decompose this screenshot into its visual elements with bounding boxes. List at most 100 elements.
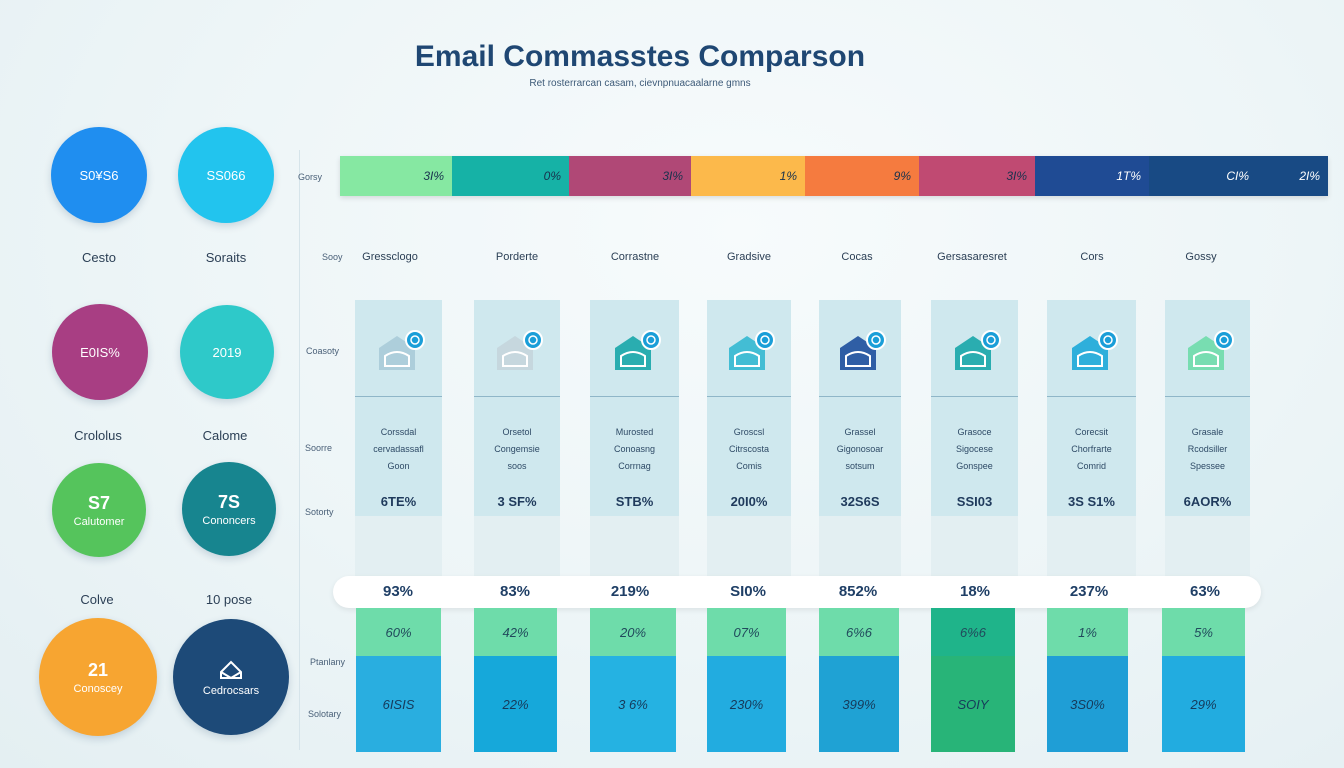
column-shade [819,516,901,576]
summary-circle: S7 Calutomer [52,463,146,557]
circle-label: Cesto [82,250,116,265]
percent-value: 852% [838,583,878,600]
provider-card: Orsetol Congemsie soos 3 SF% [474,300,560,516]
provider-description: Grassel Gigonosoar sotsum [836,427,884,471]
circle-label: Crololus [74,428,122,443]
divider-line [299,150,300,750]
circle-sublabel: Cedrocsars [202,684,260,697]
provider-description: Corecsit Chorfrarte Comrid [1071,427,1112,471]
percent-row-pill [333,576,1261,608]
provider-description: Corssdal cervadassafl Goon [373,427,424,471]
provider-value: 6AOR% [1183,494,1232,509]
circle-label: 10 pose [205,592,253,607]
mailbox-icon [371,326,427,376]
bar-segment: 3I% [569,156,691,196]
circle-value: SS066 [206,167,246,183]
column-shade [474,516,560,576]
provider-card: Grassel Gigonosoar sotsum 32S6S [819,300,901,516]
provider-card: Groscsl Citrscosta Comis 20I0% [707,300,791,516]
provider-card: Grasale Rcodsiller Spessee 6AOR% [1165,300,1250,516]
summary-circle: E0IS% [52,304,148,400]
circle-sublabel: Cononcers [202,514,256,527]
provider-description: Murosted Conoasng Corrnag [613,427,656,471]
stack-bottom-segment: 22% [474,656,557,752]
circle-label: Colve [80,592,114,607]
mailbox-icon [1064,326,1120,376]
column-name: Gradsive [726,251,772,263]
provider-value: 3S S1% [1068,494,1115,509]
column-name: Corrastne [610,251,660,263]
bar-segment: 1T% [1035,156,1149,196]
provider-description: Orsetol Congemsie soos [494,427,540,471]
bar-segment: CI% [1149,156,1257,196]
mailbox-icon [489,326,545,376]
circle-value: 2019 [212,344,242,360]
stack-top-segment: 20% [590,608,676,656]
provider-value: 32S6S [840,494,880,509]
percent-value: 93% [382,583,414,600]
column-name: Gersasaresret [937,251,1007,263]
bar-segment: 9% [805,156,919,196]
summary-circle: 2019 [180,305,274,399]
summary-circle: 7S Cononcers [182,462,276,556]
provider-description: Grasoce Sigocese Gonspee [955,427,994,471]
column-shade [590,516,679,576]
column-name: Cocas [841,251,873,263]
row-label-bar: Gorsy [298,172,323,182]
provider-value: 20I0% [730,494,768,509]
column-name: Gressclogo [362,251,418,263]
envelope-icon [218,658,244,683]
stacked-bar: 5% 29% [1162,608,1245,752]
stacked-bar: 42% 22% [474,608,557,752]
stack-bottom-segment: 3 6% [590,656,676,752]
segmented-bar: 3I% 0% 3I% 1% 9% 3I% 1T% CI% 2I% [340,156,1328,196]
row-label-stack-top: Ptanlany [310,657,346,667]
stack-bottom-segment: 29% [1162,656,1245,752]
provider-card: Corssdal cervadassafl Goon 6TE% [355,300,442,516]
stack-bottom-segment: SOIY [931,656,1015,752]
summary-circle: SS066 [178,127,274,223]
stacked-bar: 20% 3 6% [590,608,676,752]
column-shade [1165,516,1250,576]
mailbox-icon [947,326,1003,376]
percent-value: 18% [959,583,991,600]
mailbox-icon [721,326,777,376]
stack-top-segment: 42% [474,608,557,656]
percent-value: 219% [610,583,650,600]
circle-value: S7 [87,492,111,513]
page-title: Email Commasstes Comparson [414,40,866,73]
bar-segment: 0% [452,156,569,196]
column-shade [355,516,442,576]
circle-sublabel: Conoscey [73,682,123,695]
stack-bottom-segment: 230% [707,656,786,752]
provider-value: STB% [615,494,654,509]
stacked-bar: 60% 6ISIS [356,608,441,752]
page-subtitle: Ret rosterrarcan casam, cievnpnuacaalarn… [529,78,751,89]
percent-value: 83% [499,583,531,600]
circle-value: 7S [217,491,241,512]
stack-bottom-segment: 399% [819,656,899,752]
circle-sublabel: Calutomer [73,515,125,528]
stack-top-segment: 6%6 [819,608,899,656]
stack-bottom-segment: 6ISIS [356,656,441,752]
summary-circle: 21 Conoscey [39,618,157,736]
percent-value: 237% [1069,583,1109,600]
bar-segment: 3I% [340,156,452,196]
column-shade [931,516,1018,576]
column-name: Porderte [495,251,539,263]
mailbox-icon [607,326,663,376]
stack-top-segment: 07% [707,608,786,656]
summary-circle: S0¥S6 [51,127,147,223]
column-name: Gossy [1185,251,1217,263]
stacked-bar: 6%6 SOIY [931,608,1015,752]
provider-value: 6TE% [380,494,417,509]
provider-description: Groscsl Citrscosta Comis [728,427,769,471]
summary-circle: Cedrocsars [173,619,289,735]
stacked-bar: 07% 230% [707,608,786,752]
stack-top-segment: 6%6 [931,608,1015,656]
stacked-bar: 1% 3S0% [1047,608,1128,752]
provider-card: Corecsit Chorfrarte Comrid 3S S1% [1047,300,1136,516]
provider-card: Grasoce Sigocese Gonspee SSI03 [931,300,1018,516]
provider-value: 3 SF% [497,494,537,509]
column-shade [707,516,791,576]
